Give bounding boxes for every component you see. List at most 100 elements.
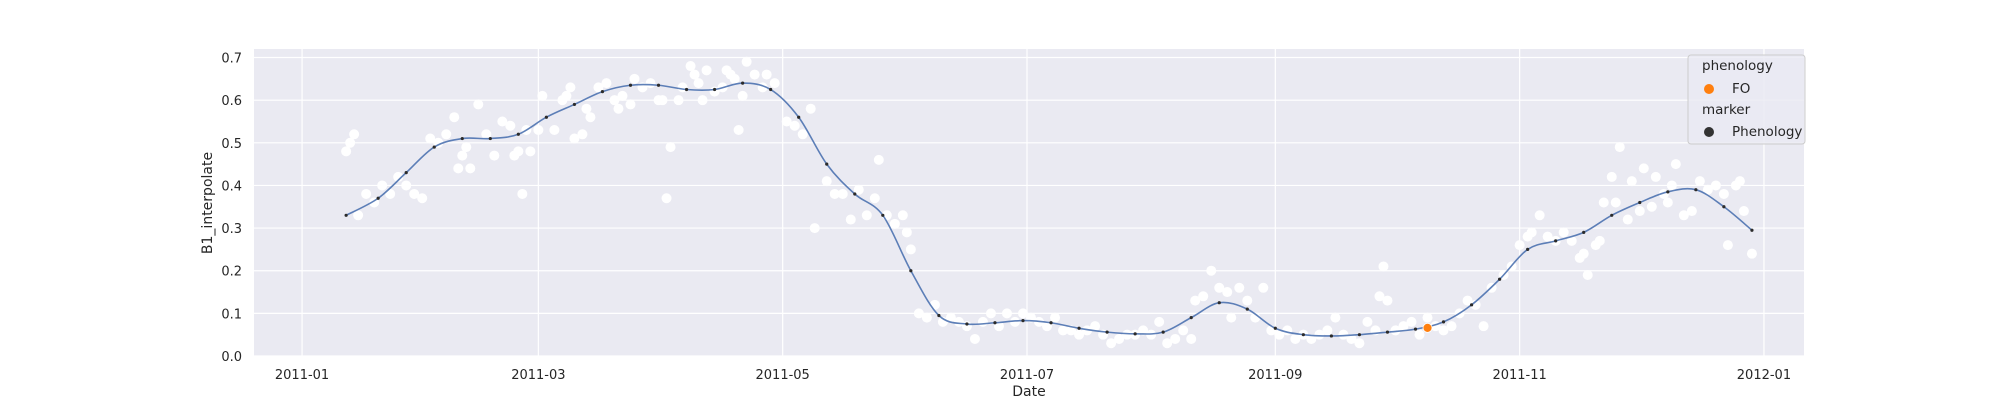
raw-data-point — [1186, 333, 1197, 344]
smoothed-curve-point — [1750, 228, 1754, 232]
raw-data-point — [1338, 329, 1349, 340]
grid-layer — [254, 49, 1804, 357]
raw-data-point — [601, 78, 612, 89]
raw-data-point — [853, 184, 864, 195]
raw-data-point — [993, 321, 1004, 332]
raw-data-point — [561, 90, 572, 101]
x-tick-label: 2011-07 — [1000, 368, 1054, 383]
raw-data-point — [425, 133, 436, 144]
smoothed-curve-point — [1722, 205, 1726, 209]
smoothed-curve-point — [825, 162, 829, 166]
raw-data-point — [1678, 210, 1689, 221]
phenology-layer — [1422, 322, 1433, 333]
x-tick-label: 2012-01 — [1737, 368, 1791, 383]
raw-data-point — [729, 73, 740, 84]
raw-data-point — [1614, 142, 1625, 153]
smoothed-curve-point — [1666, 190, 1670, 194]
raw-data-point — [625, 99, 636, 110]
raw-data-point — [741, 56, 752, 67]
raw-data-point — [953, 316, 964, 327]
raw-data-point — [517, 188, 528, 199]
x-axis-title: Date — [1012, 384, 1045, 400]
raw-data-point — [449, 112, 460, 123]
raw-data-point — [1330, 312, 1341, 323]
raw-data-point — [385, 188, 396, 199]
raw-data-point — [353, 210, 364, 221]
raw-data-point — [497, 116, 508, 127]
raw-data-point — [409, 188, 420, 199]
raw-data-point — [457, 150, 468, 161]
smoothed-curve-point — [1217, 301, 1221, 305]
raw-data-point — [1162, 338, 1173, 349]
raw-data-point — [749, 69, 760, 80]
smoothed-curve-point — [1554, 239, 1558, 243]
raw-data-point — [1154, 316, 1165, 327]
raw-data-point — [1274, 329, 1285, 340]
raw-data-point — [905, 244, 916, 255]
smoothed-curve-point — [965, 322, 969, 326]
smoothed-curve-point — [769, 87, 773, 92]
raw-data-point — [401, 180, 412, 191]
raw-data-point — [789, 120, 800, 131]
raw-data-point — [701, 65, 712, 76]
y-tick-label: 0.3 — [221, 222, 242, 237]
raw-data-point — [1374, 291, 1385, 302]
raw-data-point — [1378, 261, 1389, 272]
raw-data-point — [581, 103, 592, 114]
raw-data-point — [1610, 197, 1621, 208]
smoothed-curve-point — [1498, 277, 1502, 281]
raw-data-point — [1106, 338, 1117, 349]
raw-data-point — [1578, 248, 1589, 259]
raw-data-point — [1398, 321, 1409, 332]
smoothed-curve-point — [1694, 188, 1698, 192]
smoothed-curve-point — [1441, 320, 1446, 324]
raw-data-point — [985, 308, 996, 319]
raw-data-point — [393, 171, 404, 182]
raw-data-point — [417, 193, 428, 204]
smoothed-curve-point — [600, 90, 605, 94]
x-tick-label: 2011-05 — [756, 368, 810, 383]
raw-data-point — [1170, 333, 1181, 344]
raw-data-point — [1090, 321, 1101, 332]
raw-data-point — [1001, 308, 1012, 319]
raw-data-point — [1314, 329, 1325, 340]
raw-data-point — [1222, 287, 1233, 298]
phenology-point-fo — [1422, 322, 1433, 333]
smoothed-curve-point — [684, 87, 689, 92]
raw-data-point — [1738, 206, 1749, 217]
raw-data-point — [1306, 333, 1317, 344]
raw-data-point — [1606, 171, 1617, 182]
smoothed-curve-point — [1357, 333, 1362, 337]
raw-data-point — [1594, 235, 1605, 246]
raw-data-point — [1650, 171, 1661, 182]
smoothed-curve-point — [1021, 319, 1025, 323]
smoothed-curve-point — [1301, 333, 1305, 337]
raw-data-point — [1438, 325, 1449, 336]
raw-data-point — [593, 82, 604, 93]
raw-data-point — [1058, 325, 1069, 336]
legend-marker-phenology — [1704, 127, 1714, 137]
raw-data-point — [1558, 227, 1569, 238]
raw-data-point — [1190, 295, 1201, 306]
smoothed-curve-point — [741, 81, 745, 85]
raw-data-point — [661, 193, 672, 204]
smoothed-curve-point — [1161, 330, 1165, 334]
raw-data-point — [1354, 338, 1365, 349]
legend-title-marker: marker — [1702, 102, 1751, 118]
raw-data-point — [1362, 316, 1373, 327]
raw-data-point — [689, 69, 700, 80]
smoothed-curve-point — [404, 171, 408, 175]
y-tick-label: 0.2 — [221, 265, 242, 280]
raw-data-point — [821, 176, 832, 187]
raw-data-point — [781, 116, 792, 127]
smoothed-curve-point — [937, 313, 941, 318]
raw-data-point — [945, 312, 956, 323]
raw-data-point — [1622, 214, 1633, 225]
plot-background — [254, 49, 1804, 356]
smoothed-curve-point — [1469, 303, 1474, 307]
raw-data-point — [1234, 282, 1245, 293]
raw-data-point — [1290, 333, 1301, 344]
raw-data-point — [1662, 197, 1673, 208]
raw-data-point — [1009, 316, 1020, 327]
